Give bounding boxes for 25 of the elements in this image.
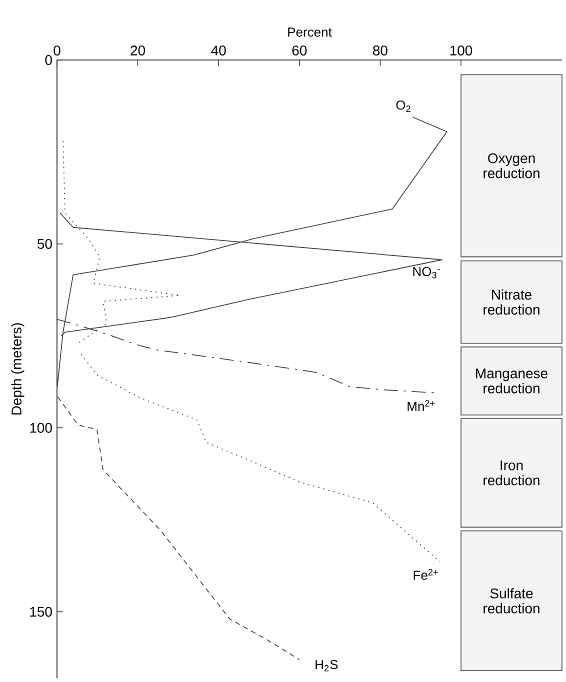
line-series [80, 354, 440, 562]
band-label: Manganese reduction [476, 368, 548, 394]
series-label: O$_{2}$ [396, 100, 410, 112]
x-tick-label: 20 [130, 46, 146, 56]
series-label: NO$_{3}$- [413, 266, 440, 278]
line-series [56, 116, 448, 390]
x-tick-label: 80 [373, 46, 388, 56]
band-label: Iron reduction [484, 460, 540, 486]
series-label: Mn$^{2+}$ [408, 400, 435, 411]
y-axis-title: Depth (meters) [11, 323, 24, 415]
x-tick-label: 40 [211, 46, 226, 56]
x-tick-label: 100 [450, 46, 472, 56]
x-axis-title: Percent [288, 28, 332, 37]
band-label: Oxygen reduction [484, 153, 540, 178]
y-tick-label: 100 [30, 422, 52, 433]
band-label: Sulfate reduction [484, 588, 540, 614]
line-series [57, 396, 300, 660]
band-label: Nitrate reduction [484, 289, 540, 315]
y-tick-label: 50 [37, 238, 52, 249]
y-tick-label: 150 [30, 606, 52, 617]
series-label: Fe$^{2+}$ [414, 568, 438, 580]
series-label: H$_{2}$S [316, 660, 338, 672]
x-tick-label: 0 [54, 46, 60, 56]
y-tick-label: 0 [45, 55, 52, 65]
x-tick-label: 60 [292, 46, 307, 56]
